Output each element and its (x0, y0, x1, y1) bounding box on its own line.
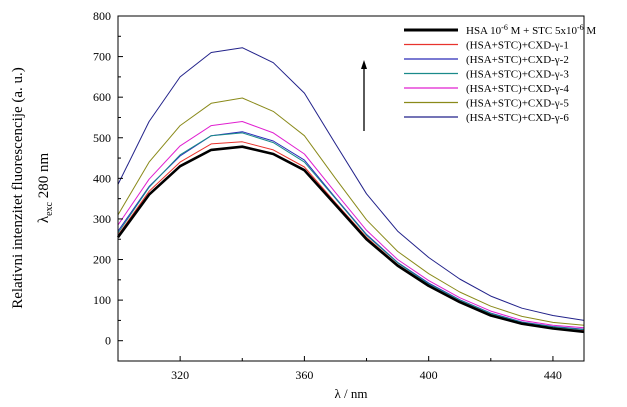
y-axis-label-excitation: λexc 280 nm (36, 153, 55, 224)
y-tick-label: 300 (93, 212, 111, 226)
x-tick-label: 400 (420, 368, 438, 382)
excitation-wavelength: 280 nm (36, 153, 52, 203)
series-line-7 (117, 47, 585, 321)
legend: HSA 10-6 M + STC 5x10-6 M (HSA+STC)+CXD-γ… (404, 23, 596, 124)
x-tick-label: 440 (544, 368, 562, 382)
y-tick-label: 400 (93, 171, 111, 185)
legend-label: (HSA+STC)+CXD-γ-2 (466, 54, 569, 66)
y-tick-label: 600 (93, 90, 111, 104)
legend-label: (HSA+STC)+CXD-γ-3 (466, 69, 569, 81)
x-axis-label: λ / nm (334, 386, 367, 401)
plot-frame (117, 15, 585, 362)
plot-area (116, 47, 585, 334)
x-tick-label: 320 (171, 368, 189, 382)
series-line-4 (117, 132, 585, 331)
legend-label: (HSA+STC)+CXD-γ-1 (466, 40, 569, 52)
series-line-5 (117, 121, 585, 329)
exc-subscript: exc (44, 201, 55, 215)
series-line-1 (116, 145, 585, 334)
legend-label: (HSA+STC)+CXD-γ-4 (466, 83, 569, 95)
x-tick-label: 360 (295, 368, 313, 382)
y-tick-label: 200 (93, 253, 111, 267)
legend-label: HSA 10-6 M + STC 5x10-6 M (466, 23, 596, 37)
legend-label: (HSA+STC)+CXD-γ-6 (466, 112, 569, 124)
y-tick-label: 100 (93, 293, 111, 307)
axes: 0 100 200 300 400 500 600 700 800 320 360 400 440 (93, 9, 562, 382)
y-tick-label: 500 (93, 131, 111, 145)
y-axis-label: Relativni intenzitet fluorescencije (a. … (10, 67, 26, 309)
y-tick-label: 0 (105, 334, 111, 348)
series-line-2 (117, 141, 585, 332)
y-tick-label: 800 (93, 9, 111, 23)
y-tick-label: 700 (93, 50, 111, 64)
series-line-6 (117, 97, 585, 326)
arrow-annotation (361, 60, 367, 131)
lambda-symbol: λ (36, 215, 52, 223)
legend-label: (HSA+STC)+CXD-γ-5 (466, 98, 569, 110)
